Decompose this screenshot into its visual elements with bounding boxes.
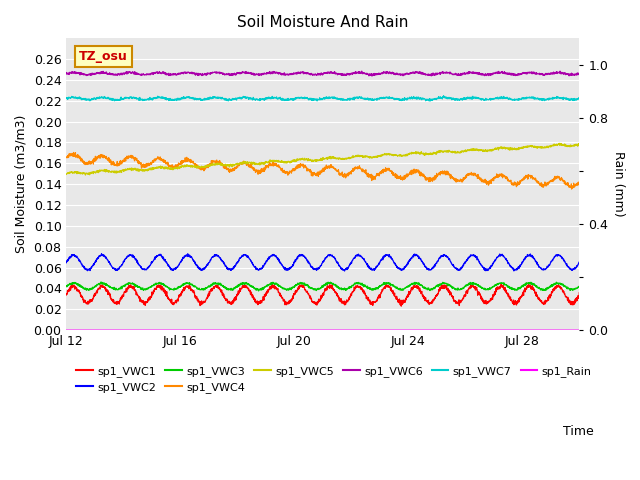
sp1_Rain xyxy=(575,327,583,333)
sp1_Rain xyxy=(298,327,306,333)
sp1_VWC3 xyxy=(89,286,97,292)
sp1_VWC4 xyxy=(70,150,77,156)
sp1_VWC2 xyxy=(575,259,583,265)
sp1_VWC6 xyxy=(368,73,376,79)
sp1_Rain xyxy=(63,327,70,333)
sp1_VWC4 xyxy=(467,171,474,177)
Line: sp1_VWC6: sp1_VWC6 xyxy=(67,71,579,76)
sp1_VWC1 xyxy=(467,282,475,288)
sp1_VWC2 xyxy=(89,263,97,268)
sp1_VWC3 xyxy=(561,283,569,289)
sp1_VWC3 xyxy=(561,283,568,288)
sp1_VWC1 xyxy=(575,290,583,296)
Line: sp1_VWC1: sp1_VWC1 xyxy=(67,283,579,306)
sp1_VWC4 xyxy=(89,158,97,164)
sp1_VWC5 xyxy=(561,141,568,147)
Line: sp1_VWC3: sp1_VWC3 xyxy=(67,282,579,291)
sp1_VWC2 xyxy=(561,259,568,264)
sp1_VWC6 xyxy=(298,69,306,75)
sp1_VWC7 xyxy=(440,93,447,98)
sp1_VWC4 xyxy=(299,161,307,167)
sp1_VWC5 xyxy=(556,141,563,146)
Title: Soil Moisture And Rain: Soil Moisture And Rain xyxy=(237,15,408,30)
sp1_VWC5 xyxy=(63,171,70,177)
sp1_VWC3 xyxy=(299,281,307,287)
sp1_VWC7 xyxy=(312,96,319,102)
sp1_VWC7 xyxy=(426,98,434,104)
Text: Time: Time xyxy=(563,425,594,438)
sp1_VWC6 xyxy=(561,71,568,77)
sp1_VWC1 xyxy=(397,303,405,309)
sp1_VWC6 xyxy=(575,72,583,77)
sp1_VWC6 xyxy=(312,72,319,78)
sp1_VWC1 xyxy=(63,292,70,298)
sp1_VWC5 xyxy=(89,170,97,176)
sp1_Rain xyxy=(561,327,568,333)
sp1_VWC3 xyxy=(575,283,583,289)
sp1_VWC7 xyxy=(467,95,475,100)
Line: sp1_VWC2: sp1_VWC2 xyxy=(67,254,579,271)
sp1_VWC6 xyxy=(467,69,475,75)
sp1_VWC2 xyxy=(98,251,106,257)
sp1_Rain xyxy=(561,327,568,333)
sp1_VWC5 xyxy=(467,147,474,153)
Text: TZ_osu: TZ_osu xyxy=(79,50,128,63)
Y-axis label: Soil Moisture (m3/m3): Soil Moisture (m3/m3) xyxy=(15,115,28,253)
sp1_Rain xyxy=(89,327,97,333)
sp1_VWC3 xyxy=(312,288,320,293)
sp1_VWC7 xyxy=(575,95,583,101)
sp1_VWC5 xyxy=(575,141,583,147)
Y-axis label: Rain (mm): Rain (mm) xyxy=(612,151,625,217)
sp1_VWC5 xyxy=(312,158,320,164)
sp1_VWC6 xyxy=(358,68,365,74)
sp1_VWC1 xyxy=(561,290,568,296)
sp1_VWC4 xyxy=(568,186,575,192)
sp1_VWC2 xyxy=(299,253,307,259)
sp1_VWC1 xyxy=(561,292,569,298)
Legend: sp1_VWC1, sp1_VWC2, sp1_VWC3, sp1_VWC4, sp1_VWC5, sp1_VWC6, sp1_VWC7, sp1_Rain: sp1_VWC1, sp1_VWC2, sp1_VWC3, sp1_VWC4, … xyxy=(72,361,596,397)
sp1_VWC3 xyxy=(255,288,262,294)
Line: sp1_VWC5: sp1_VWC5 xyxy=(67,144,579,175)
sp1_VWC1 xyxy=(89,297,97,302)
Line: sp1_VWC4: sp1_VWC4 xyxy=(67,153,579,189)
sp1_VWC7 xyxy=(63,95,70,101)
sp1_Rain xyxy=(312,327,319,333)
sp1_VWC1 xyxy=(299,284,307,290)
sp1_VWC2 xyxy=(63,260,70,265)
sp1_VWC4 xyxy=(561,181,568,187)
sp1_VWC6 xyxy=(561,70,569,76)
sp1_VWC1 xyxy=(68,280,76,286)
sp1_VWC3 xyxy=(97,279,105,285)
sp1_VWC7 xyxy=(89,96,97,102)
sp1_VWC1 xyxy=(312,299,320,305)
sp1_VWC7 xyxy=(298,95,306,100)
sp1_VWC5 xyxy=(81,172,89,178)
sp1_Rain xyxy=(467,327,474,333)
sp1_VWC4 xyxy=(561,178,568,184)
sp1_VWC2 xyxy=(340,268,348,274)
sp1_VWC5 xyxy=(299,156,307,161)
sp1_VWC4 xyxy=(575,180,583,185)
sp1_VWC4 xyxy=(63,154,70,160)
sp1_VWC3 xyxy=(467,281,475,287)
sp1_VWC7 xyxy=(561,96,568,101)
Line: sp1_VWC7: sp1_VWC7 xyxy=(67,96,579,101)
sp1_VWC7 xyxy=(561,96,569,101)
sp1_VWC6 xyxy=(63,70,70,75)
sp1_VWC2 xyxy=(561,259,569,264)
sp1_VWC5 xyxy=(561,143,569,149)
sp1_VWC3 xyxy=(63,283,70,288)
sp1_VWC2 xyxy=(312,266,320,272)
sp1_VWC2 xyxy=(467,252,475,258)
sp1_VWC4 xyxy=(312,171,320,177)
sp1_VWC6 xyxy=(89,71,97,77)
